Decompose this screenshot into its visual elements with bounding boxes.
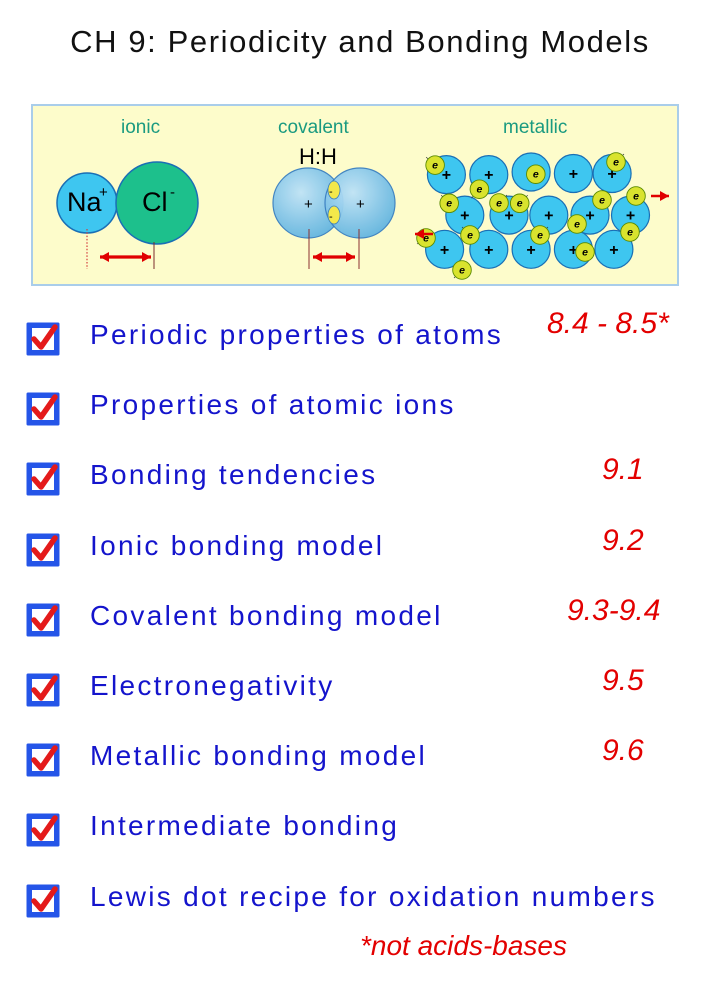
svg-text:+: +	[504, 208, 513, 225]
svg-text:+: +	[304, 196, 313, 213]
svg-text:e: e	[537, 229, 543, 241]
svg-text:+: +	[460, 208, 469, 225]
svg-text:+: +	[526, 242, 535, 259]
svg-text:+: +	[356, 196, 365, 213]
svg-text:e: e	[496, 197, 502, 209]
svg-text:e: e	[467, 229, 473, 241]
svg-text:metallic: metallic	[503, 117, 567, 138]
svg-text:e: e	[459, 264, 465, 276]
svg-text:Na: Na	[67, 187, 102, 217]
svg-text:covalent: covalent	[278, 117, 349, 138]
svg-text:+: +	[440, 242, 449, 259]
svg-text:e: e	[633, 190, 639, 202]
svg-text:e: e	[446, 198, 452, 210]
svg-text:+: +	[99, 184, 108, 201]
svg-text:+: +	[626, 208, 635, 225]
svg-text:ionic: ionic	[121, 117, 160, 138]
svg-text:e: e	[599, 194, 605, 206]
svg-text:e: e	[517, 198, 523, 210]
svg-text:e: e	[613, 156, 619, 168]
svg-text:+: +	[484, 167, 493, 184]
svg-text:e: e	[533, 169, 539, 181]
svg-text:e: e	[627, 226, 633, 238]
svg-text:H:H: H:H	[299, 144, 337, 169]
svg-text:e: e	[574, 218, 580, 230]
svg-text:+: +	[484, 242, 493, 259]
svg-text:e: e	[432, 159, 438, 171]
svg-text:+: +	[609, 242, 618, 259]
svg-text:+: +	[569, 166, 578, 183]
svg-text:-: -	[329, 186, 333, 198]
svg-text:+: +	[544, 208, 553, 225]
svg-text:Cl: Cl	[142, 187, 168, 217]
svg-text:-: -	[170, 184, 175, 201]
svg-text:-: -	[329, 211, 333, 223]
svg-text:e: e	[476, 184, 482, 196]
svg-text:+: +	[585, 208, 594, 225]
svg-text:e: e	[582, 246, 588, 258]
